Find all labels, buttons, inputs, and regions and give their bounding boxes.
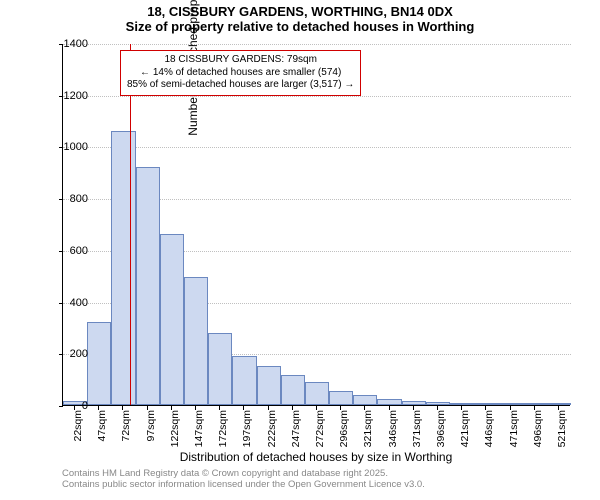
- ytick-mark: [59, 406, 63, 407]
- gridline: [63, 44, 571, 45]
- ytick-label: 1200: [64, 90, 88, 102]
- ytick-mark: [59, 199, 63, 200]
- chart-area: 18 CISSBURY GARDENS: 79sqm ← 14% of deta…: [62, 44, 570, 406]
- ytick-label: 800: [70, 193, 88, 205]
- ytick-mark: [59, 303, 63, 304]
- title-line1: 18, CISSBURY GARDENS, WORTHING, BN14 0DX: [0, 4, 600, 19]
- histogram-bar: [87, 322, 111, 405]
- ytick-label: 1400: [64, 38, 88, 50]
- ytick-label: 600: [70, 245, 88, 257]
- histogram-bar: [377, 399, 401, 405]
- histogram-bar: [257, 366, 281, 405]
- gridline: [63, 96, 571, 97]
- ytick-mark: [59, 251, 63, 252]
- histogram-bar: [547, 403, 571, 405]
- ytick-mark: [59, 354, 63, 355]
- chart-title: 18, CISSBURY GARDENS, WORTHING, BN14 0DX…: [0, 0, 600, 34]
- xtick-label: 272sqm: [314, 410, 326, 447]
- xtick-label: 321sqm: [362, 410, 374, 447]
- footer-line1: Contains HM Land Registry data © Crown c…: [62, 468, 425, 479]
- xtick-label: 122sqm: [169, 410, 181, 447]
- xtick-label: 496sqm: [532, 410, 544, 447]
- y-axis-label: Number of detached properties: [14, 0, 30, 44]
- plot-region: [62, 44, 570, 406]
- histogram-bar: [353, 395, 377, 405]
- xtick-label: 172sqm: [217, 410, 229, 447]
- xtick-label: 22sqm: [72, 410, 84, 442]
- histogram-bar: [184, 277, 208, 405]
- ytick-mark: [59, 44, 63, 45]
- xtick-label: 446sqm: [483, 410, 495, 447]
- histogram-bar: [208, 333, 232, 405]
- xtick-label: 521sqm: [556, 410, 568, 447]
- xtick-label: 47sqm: [96, 410, 108, 442]
- xtick-label: 247sqm: [290, 410, 302, 447]
- ytick-label: 400: [70, 297, 88, 309]
- histogram-bar: [450, 403, 474, 405]
- x-axis-label: Distribution of detached houses by size …: [62, 450, 570, 464]
- title-line2: Size of property relative to detached ho…: [0, 19, 600, 34]
- histogram-bar: [523, 403, 547, 405]
- ytick-mark: [59, 147, 63, 148]
- histogram-bar: [111, 131, 135, 405]
- histogram-bar: [426, 402, 450, 405]
- histogram-bar: [402, 401, 426, 405]
- xtick-label: 147sqm: [193, 410, 205, 447]
- annotation-line3: 85% of semi-detached houses are larger (…: [127, 79, 354, 92]
- histogram-bar: [232, 356, 256, 405]
- histogram-bar: [281, 375, 305, 405]
- xtick-label: 471sqm: [508, 410, 520, 447]
- xtick-label: 396sqm: [435, 410, 447, 447]
- gridline: [63, 147, 571, 148]
- annotation-box: 18 CISSBURY GARDENS: 79sqm ← 14% of deta…: [120, 50, 361, 96]
- histogram-bar: [160, 234, 184, 405]
- annotation-line2: ← 14% of detached houses are smaller (57…: [127, 67, 354, 80]
- ytick-label: 1000: [64, 141, 88, 153]
- histogram-bar: [305, 382, 329, 405]
- xtick-label: 371sqm: [411, 410, 423, 447]
- histogram-bar: [474, 403, 498, 405]
- xtick-label: 72sqm: [120, 410, 132, 442]
- ytick-label: 0: [82, 400, 88, 412]
- histogram-bar: [329, 391, 353, 405]
- ytick-mark: [59, 96, 63, 97]
- footer-line2: Contains public sector information licen…: [62, 479, 425, 490]
- ytick-label: 200: [70, 348, 88, 360]
- annotation-line1: 18 CISSBURY GARDENS: 79sqm: [127, 54, 354, 67]
- footer-attribution: Contains HM Land Registry data © Crown c…: [62, 468, 425, 491]
- xtick-label: 296sqm: [338, 410, 350, 447]
- xtick-label: 197sqm: [241, 410, 253, 447]
- xtick-label: 421sqm: [459, 410, 471, 447]
- xtick-label: 346sqm: [387, 410, 399, 447]
- xtick-label: 222sqm: [266, 410, 278, 447]
- reference-line: [130, 44, 131, 405]
- xtick-label: 97sqm: [145, 410, 157, 442]
- histogram-bar: [498, 403, 522, 405]
- histogram-bar: [136, 167, 160, 405]
